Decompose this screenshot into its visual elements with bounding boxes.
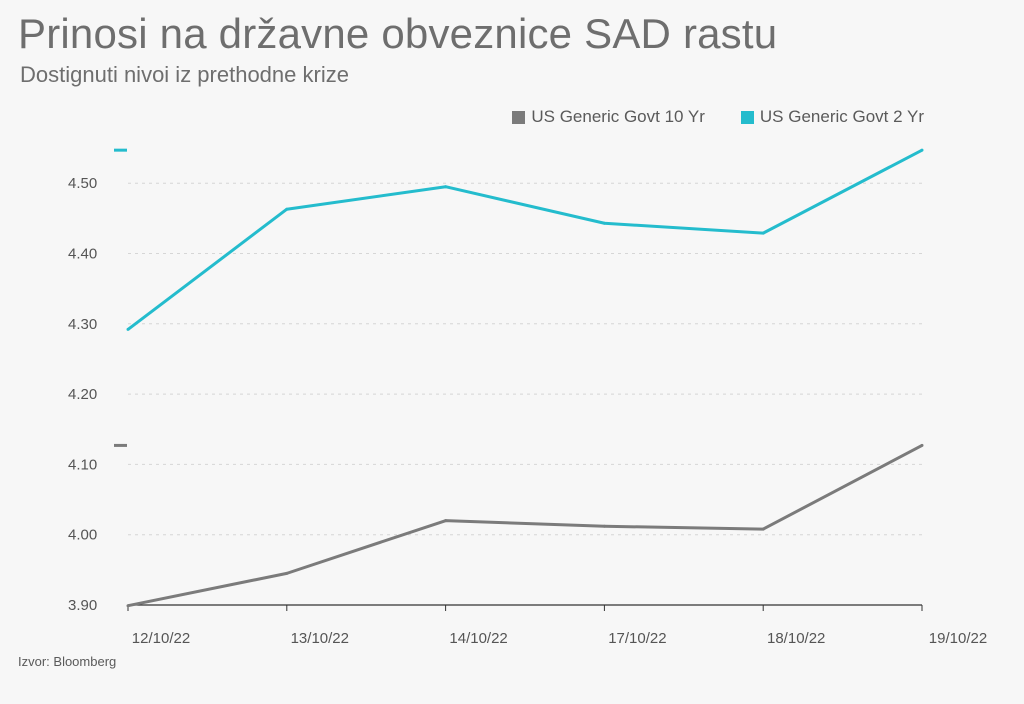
x-tick-label: 17/10/22 [608,630,666,647]
legend-item-2y: US Generic Govt 2 Yr [740,107,924,127]
series-line-2y [127,148,923,331]
data-point [920,443,924,447]
data-point [126,604,130,608]
data-point [761,231,765,235]
y-tick-label: 4.10 [68,456,97,473]
chart-subtitle: Dostignuti nivoi iz prethodne krize [20,62,349,87]
legend-swatch-10y [512,110,526,124]
y-tick-label: 4.30 [68,316,97,333]
data-point [602,221,606,225]
series-line-10y [127,444,923,608]
data-point [285,571,289,575]
y-tick-label: 4.40 [68,246,97,263]
data-point [602,524,606,528]
y-tick-label: 4.50 [68,175,97,192]
data-point [444,519,448,523]
x-tick-label: 14/10/22 [449,630,507,647]
y-tick-label: 3.90 [68,597,97,614]
data-point [285,207,289,211]
y-tick-label: 4.00 [68,527,97,544]
chart-title: Prinosi na državne obveznice SAD rastu [18,10,778,57]
legend-label-10y: US Generic Govt 10 Yr [531,107,705,126]
legend-item-10y: US Generic Govt 10 Yr [512,107,705,127]
legend-swatch-2y [740,110,754,124]
legend: US Generic Govt 10 Yr US Generic Govt 2 … [512,107,924,127]
x-tick-label: 12/10/22 [132,630,190,647]
x-tick-label: 19/10/22 [929,630,987,647]
data-point [444,185,448,189]
data-point [920,148,924,152]
data-point [126,327,130,331]
x-tick-label: 18/10/22 [767,630,825,647]
y-tick-label: 4.20 [68,386,97,403]
source-note: Izvor: Bloomberg [18,654,117,669]
legend-label-2y: US Generic Govt 2 Yr [759,107,924,126]
x-tick-label: 13/10/22 [291,630,349,647]
data-point [761,527,765,531]
